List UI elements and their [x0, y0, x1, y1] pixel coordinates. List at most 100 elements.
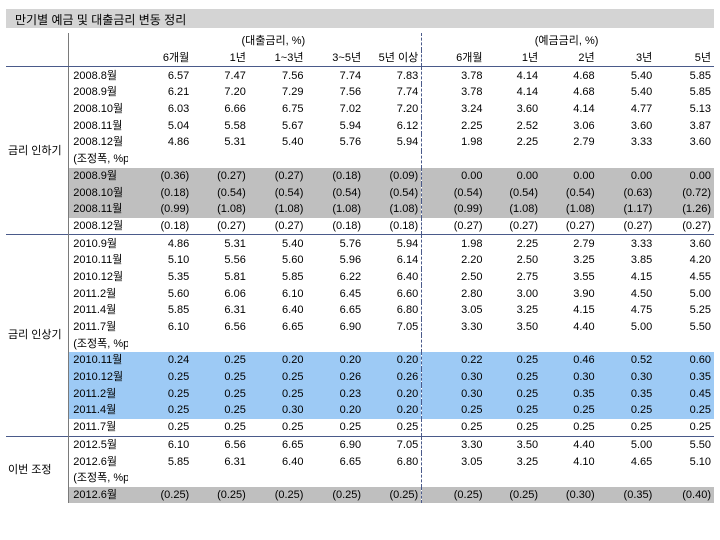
deposit-rate-cell: (0.27)	[565, 219, 595, 232]
deposit-rate-cell: (0.35)	[597, 486, 656, 504]
table-row: 2008.11월 (0.99) (1.08) (1.08) (1.08) (1.08) (0…	[6, 200, 714, 218]
loan-rate-cell: 7.05	[364, 435, 422, 454]
loan-rate-cell: 0.25	[192, 352, 249, 369]
loan-rate-cell: 4.86	[167, 136, 190, 149]
loan-rate-cell: 0.23	[306, 385, 365, 403]
deposit-rate-cell: 3.33	[597, 234, 656, 252]
loan-rate-cell: (1.08)	[248, 200, 307, 218]
row-label: 2010.11월	[73, 254, 123, 267]
loan-rate-cell: 5.76	[306, 234, 365, 252]
deposit-rate-cell: 0.00	[541, 167, 598, 185]
deposit-rate-cell: 3.87	[689, 119, 711, 132]
loan-rate-cell: 0.30	[248, 402, 307, 419]
row-label: 2008.12월	[73, 136, 124, 149]
loan-rate-cell: (1.08)	[192, 200, 249, 218]
deposit-rate-cell: (0.72)	[655, 184, 714, 201]
loan-rate-cell: 5.60	[167, 287, 190, 300]
deposit-rate-cell	[598, 335, 656, 352]
row-label: 2012.6월	[73, 455, 118, 468]
deposit-rate-cell: 5.40	[630, 86, 653, 99]
deposit-rate-cell: 0.00	[597, 167, 656, 185]
deposit-rate-cell: 2.52	[516, 119, 539, 132]
table-row: 2011.2월 5.60 6.06 6.10 6.45 6.60 2.80 3.00 3.90 4…	[6, 285, 714, 302]
deposit-rate-cell: 0.30	[421, 368, 486, 386]
deposit-rate-cell: 3.50	[516, 321, 539, 334]
deposit-rate-cell: 5.10	[689, 455, 711, 468]
deposit-rate-cell	[598, 470, 656, 487]
loan-rate-cell: 7.20	[396, 103, 419, 116]
group-label: 금리 인상기	[6, 234, 70, 436]
deposit-rate-cell: 3.60	[689, 136, 711, 149]
loan-rate-cell: 7.74	[339, 69, 362, 82]
loan-rate-cell: 5.85	[282, 270, 304, 283]
loan-rate-cell: (0.18)	[389, 219, 419, 232]
deposit-rate-cell: 0.25	[597, 402, 656, 419]
deposit-rate-cell: 5.00	[597, 435, 656, 454]
loan-rate-cell: 6.10	[167, 321, 190, 334]
deposit-rate-cell: 3.25	[573, 254, 595, 267]
deposit-rate-cell: 5.50	[689, 321, 711, 334]
deposit-rate-cell: 0.30	[421, 385, 486, 403]
deposit-rate-cell	[486, 335, 542, 352]
deposit-rate-cell: 1.98	[421, 134, 486, 151]
deposit-rate-cell	[541, 151, 598, 168]
deposit-rate-cell: 2.79	[541, 234, 598, 252]
row-label: 2012.6월	[68, 486, 129, 504]
loan-rate-cell: (0.27)	[248, 167, 307, 185]
deposit-column-header: 3년	[597, 49, 656, 68]
loan-rate-cell: 6.60	[396, 287, 419, 300]
deposit-rate-cell: 3.25	[516, 455, 539, 468]
deposit-rate-cell	[486, 470, 542, 487]
row-label: 2008.9월	[68, 167, 129, 185]
loan-column-header: 1~3년	[248, 49, 307, 68]
group-label: 금리 인하기	[6, 66, 70, 235]
deposit-rate-cell: 3.30	[421, 435, 486, 454]
deposit-rate-cell: 0.25	[485, 352, 542, 369]
table-row: 2011.7월 6.10 6.56 6.65 6.90 7.05 3.30 3.50 4.40 5…	[6, 318, 714, 336]
loan-rate-cell: 7.20	[224, 86, 246, 99]
deposit-rate-cell	[486, 151, 542, 168]
deposit-rate-cell: 2.25	[516, 136, 539, 149]
row-label: 2008.11월	[73, 119, 123, 132]
deposit-rate-cell: (0.54)	[485, 184, 542, 201]
loan-rate-cell: 6.40	[282, 304, 304, 317]
loan-rate-cell: 0.25	[192, 402, 249, 419]
deposit-rate-cell: (1.08)	[485, 200, 542, 218]
deposit-rate-cell: (0.27)	[623, 219, 653, 232]
deposit-rate-cell: 4.15	[573, 304, 595, 317]
loan-rate-cell	[306, 335, 364, 352]
deposit-rate-cell: (0.27)	[421, 217, 486, 235]
deposit-rate-cell: 0.25	[573, 421, 595, 434]
deposit-rate-cell: (0.99)	[421, 200, 486, 218]
loan-rate-cell: 6.40	[396, 270, 419, 283]
deposit-rate-cell: 0.25	[421, 402, 486, 419]
loan-column-header: 1년	[192, 49, 249, 68]
loan-rate-cell: (0.27)	[274, 219, 304, 232]
deposit-rate-cell: 0.25	[655, 402, 714, 419]
deposit-rate-cell	[655, 470, 714, 487]
loan-rate-cell: 7.74	[396, 86, 419, 99]
loan-column-header: 5년 이상	[364, 49, 422, 68]
loan-rate-cell: 0.25	[167, 421, 190, 434]
deposit-rate-cell: (1.26)	[655, 200, 714, 218]
loan-rate-cell: (0.54)	[364, 184, 422, 201]
table-row: 2011.2월 0.25 0.25 0.25 0.23 0.20 0.30 0.25 0.35 0…	[6, 385, 714, 403]
loan-rate-cell: 6.65	[248, 435, 307, 454]
table-row: 2011.7월 0.25 0.25 0.25 0.25 0.25 0.25 0.25 0.25 0…	[6, 418, 714, 436]
deposit-rate-cell: 3.25	[516, 304, 539, 317]
header-column-row: 6개월 1년 1~3년 3~5년 5년 이상 6개월 1년 2년 3년 5년	[6, 49, 714, 68]
loan-rate-cell	[306, 470, 364, 487]
loan-rate-cell: 0.20	[306, 352, 365, 369]
table-row: 2008.9월 (0.36) (0.27) (0.27) (0.18) (0.09) 0.0…	[6, 167, 714, 185]
loan-rate-cell: (0.18)	[332, 219, 362, 232]
loan-rate-cell: 6.14	[396, 254, 419, 267]
row-label: 2011.4월	[73, 304, 117, 317]
row-label: 2008.11월	[68, 200, 129, 218]
deposit-rate-cell: (1.08)	[541, 200, 598, 218]
loan-rate-cell: 5.94	[396, 136, 419, 149]
loan-rate-cell: 6.31	[224, 304, 246, 317]
loan-rate-cell	[128, 335, 192, 352]
loan-rate-cell: 5.40	[282, 136, 304, 149]
deposit-rate-cell: 5.85	[689, 86, 711, 99]
loan-rate-cell: 5.56	[224, 254, 246, 267]
